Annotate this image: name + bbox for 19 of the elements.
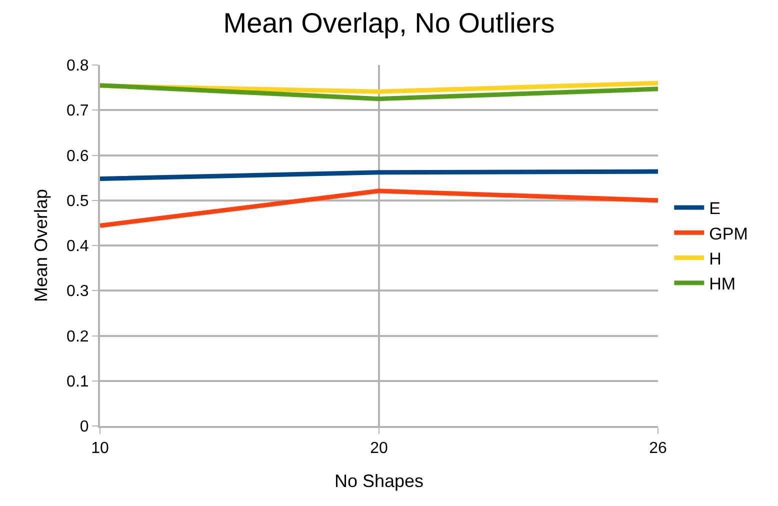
y-tick-label: 0.1	[66, 373, 89, 390]
y-tick-label: 0.2	[66, 328, 89, 346]
x-axis-title: No Shapes	[334, 470, 424, 491]
y-tick-label: 0.8	[66, 58, 89, 75]
y-tick-label: 0.7	[66, 102, 89, 120]
x-tick-label: 10	[91, 440, 109, 458]
legend-label: GPM	[709, 224, 748, 244]
chart-title: Mean Overlap, No Outliers	[223, 7, 555, 38]
y-axis-title: Mean Overlap	[31, 188, 52, 302]
x-tick-label: 20	[370, 440, 388, 458]
x-tick-label: 26	[649, 440, 667, 458]
y-tick-label: 0	[80, 418, 89, 436]
y-tick-label: 0.5	[66, 192, 89, 210]
y-tick-label: 0.4	[66, 238, 89, 256]
legend-label: H	[709, 249, 722, 268]
y-tick-label: 0.3	[66, 283, 89, 300]
legend-label: E	[709, 199, 721, 218]
y-tick-label: 0.6	[66, 148, 89, 165]
legend-label: HM	[709, 274, 736, 294]
